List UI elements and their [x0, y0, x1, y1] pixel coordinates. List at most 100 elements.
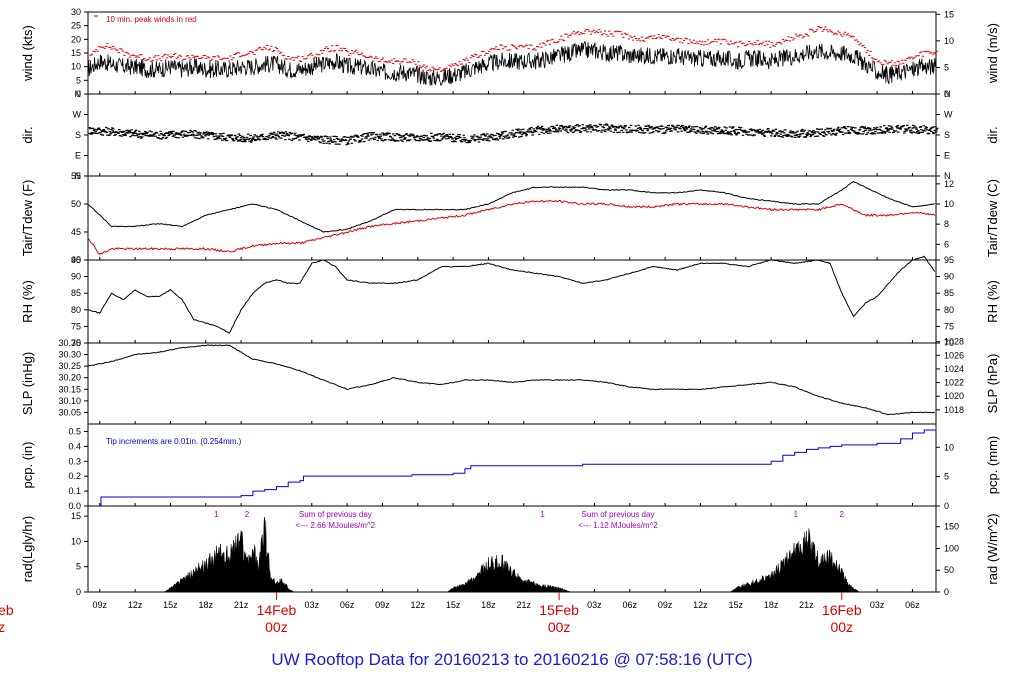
- temp-series-tair: [87, 180, 935, 233]
- slp-right-tick-label: 1028: [944, 337, 964, 347]
- dir-left-axis-label: dir.: [20, 126, 35, 143]
- wind-left-tick-label: 10: [71, 62, 81, 72]
- time-tick-label: 09z: [375, 600, 390, 610]
- temp-right-axis-label: Tair/Tdew (C): [985, 179, 1000, 257]
- pcp-right-tick-label: 10: [944, 442, 954, 452]
- pcp-left-tick-label: 0.2: [68, 471, 81, 481]
- rh-right-tick-label: 95: [944, 255, 954, 265]
- time-tick-label: 09z: [93, 600, 108, 610]
- rad-left-axis-label: rad(Lgly/hr): [20, 516, 35, 582]
- rad-left-tick-label: 10: [71, 536, 81, 546]
- time-tick-label: 15z: [163, 600, 178, 610]
- rh-left-tick-label: 90: [71, 272, 81, 282]
- slp-left-tick-label: 30.35: [58, 338, 81, 348]
- wind-left-axis-label: wind (kts): [20, 25, 35, 82]
- wind-right-tick-label: 15: [944, 9, 954, 19]
- slp-left-tick-label: 30.10: [58, 396, 81, 406]
- day-marker-hour: 00z: [265, 619, 288, 635]
- slp-right-tick-label: 1022: [944, 378, 964, 388]
- time-tick-label: 21z: [799, 600, 814, 610]
- wind-left-tick-label: 5: [76, 75, 81, 85]
- rad-left-tick-label: 15: [71, 511, 81, 521]
- panel-wind: 0 5 10 15 20 25 30 0 5 10 15 wind (kts) wind (m/s) 10…: [20, 7, 1000, 99]
- rad-peak-marker: 1: [540, 510, 545, 519]
- time-tick-label: 03z: [305, 600, 320, 610]
- rh-left-tick-label: 85: [71, 288, 81, 298]
- rad-peak-marker: 1: [794, 510, 799, 519]
- slp-right-tick-label: 1024: [944, 364, 964, 374]
- rad-left-tick-label: 0: [76, 587, 81, 597]
- temp-left-tick-label: 50: [71, 199, 81, 209]
- rad-day-sum-value: <--- 2.66 MJoules/m^2: [296, 521, 376, 530]
- pcp-annotation: Tip increments are 0.01in. (0.254mm.): [106, 437, 242, 446]
- slp-left-axis-label: SLP (inHg): [20, 352, 35, 415]
- temp-series-tdew: [87, 199, 936, 255]
- day-marker-hour: 00z: [548, 619, 571, 635]
- wind-series-wind: [87, 41, 937, 86]
- temp-right-tick-label: 10: [944, 199, 954, 209]
- rad-right-tick-label: 150: [944, 522, 959, 532]
- slp-right-tick-label: 1020: [944, 391, 964, 401]
- time-tick-label: 18z: [764, 600, 779, 610]
- time-tick-label: 06z: [340, 600, 355, 610]
- temp-right-tick-label: 8: [944, 219, 949, 229]
- pcp-left-tick-label: 0.3: [68, 456, 81, 466]
- time-tick-label: 15z: [446, 600, 461, 610]
- panel-pcp: 0.0 0.1 0.2 0.3 0.4 0.5 0 5 10 pcp. (in) pcp. (mm)…: [20, 423, 1000, 511]
- time-tick-label: 21z: [234, 600, 249, 610]
- time-tick-label: 12z: [411, 600, 426, 610]
- dir-left-tick-label: N: [75, 89, 82, 99]
- wind-left-tick-label: 30: [71, 7, 81, 17]
- day-marker-hour: 00z: [830, 619, 853, 635]
- day-marker-date: 13Feb: [0, 602, 14, 618]
- rh-left-tick-label: 70: [71, 338, 81, 348]
- slp-left-tick-label: 30.30: [58, 350, 81, 360]
- wind-series-10-min-peak-winds: [88, 26, 939, 72]
- pcp-left-tick-label: 0.5: [68, 426, 81, 436]
- dir-right-tick-label: E: [944, 151, 950, 161]
- slp-frame: [87, 342, 937, 425]
- dir-right-tick-label: S: [944, 130, 950, 140]
- rh-right-tick-label: 90: [944, 272, 954, 282]
- temp-left-tick-label: 45: [71, 227, 81, 237]
- rad-series-radiation-day-1: [163, 516, 295, 593]
- slp-left-tick-label: 30.15: [58, 384, 81, 394]
- pcp-left-tick-label: 0.0: [68, 501, 81, 511]
- rad-peak-marker: 2: [840, 510, 845, 519]
- temp-right-tick-label: 12: [944, 179, 954, 189]
- time-tick-label: 21z: [517, 600, 532, 610]
- dir-left-tick-label: N: [75, 171, 82, 181]
- dir-left-tick-label: E: [75, 151, 81, 161]
- rh-series-rh: [87, 255, 936, 334]
- dir-right-tick-label: N: [944, 89, 951, 99]
- temp-right-tick-label: 6: [944, 239, 949, 249]
- slp-series-slp: [87, 344, 935, 416]
- wind-right-tick-label: 0: [944, 89, 949, 99]
- time-tick-label: 03z: [587, 600, 602, 610]
- wind-right-tick-label: 10: [944, 36, 954, 46]
- slp-left-tick-label: 30.25: [58, 361, 81, 371]
- slp-right-tick-label: 1018: [944, 405, 964, 415]
- day-marker-hour: 00z: [0, 619, 5, 635]
- rh-right-axis-label: RH (%): [985, 280, 1000, 323]
- rh-left-axis-label: RH (%): [20, 280, 35, 323]
- rad-day-sum-label: Sum of previous day: [299, 510, 372, 519]
- slp-left-tick-label: 30.05: [58, 407, 81, 417]
- time-tick-label: 03z: [870, 600, 885, 610]
- wind-right-tick-label: 5: [944, 62, 949, 72]
- rh-right-tick-label: 80: [944, 305, 954, 315]
- temp-left-axis-label: Tair/Tdew (F): [20, 180, 35, 257]
- rad-peak-marker: 2: [245, 510, 250, 519]
- rad-peak-marker: 1: [214, 510, 219, 519]
- wind-annotation: 10 min. peak winds in red: [106, 15, 197, 24]
- pcp-left-tick-label: 0.1: [68, 486, 81, 496]
- rad-left-tick-label: 5: [76, 562, 81, 572]
- pcp-left-tick-label: 0.4: [68, 441, 81, 451]
- time-tick-label: 06z: [623, 600, 638, 610]
- time-tick-label: 12z: [693, 600, 708, 610]
- time-tick-label: 15z: [729, 600, 744, 610]
- rh-right-tick-label: 75: [944, 321, 954, 331]
